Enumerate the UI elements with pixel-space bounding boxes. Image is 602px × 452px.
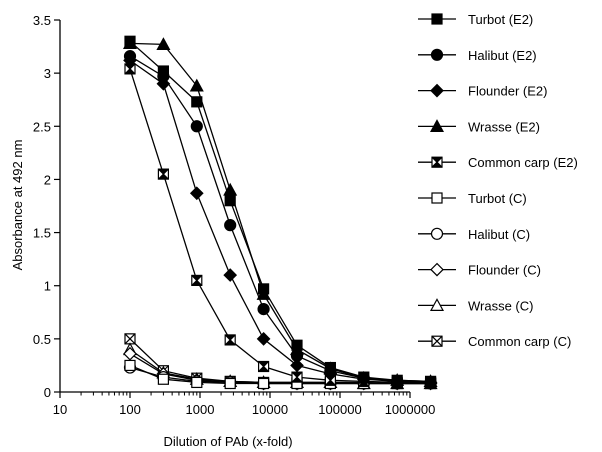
legend-label: Turbot (E2): [468, 12, 533, 27]
data-point-turbot-e2: [257, 283, 270, 295]
legend-item-common-carp-e2: Common carp (E2): [418, 155, 578, 170]
legend-marker: [431, 335, 443, 347]
legend-marker: [430, 227, 444, 240]
legend-item-common-carp-c: Common carp (C): [418, 334, 571, 349]
series-line-flounder-e2: [129, 59, 431, 384]
legend-label: Turbot (C): [468, 191, 527, 206]
legend-item-turbot-e2: Turbot (E2): [418, 12, 533, 27]
data-point-turbot-e2: [157, 65, 169, 77]
series-line-turbot-e2: [129, 40, 431, 383]
data-point-common-carp-e2: [257, 360, 270, 373]
legend-item-wrasse-c: Wrasse (C): [418, 298, 533, 313]
data-point-turbot-e2: [291, 339, 303, 351]
data-point-flounder-e2: [223, 268, 238, 282]
data-point-turbot-c: [157, 373, 169, 385]
legend-item-halibut-c: Halibut (C): [418, 227, 530, 242]
data-point-flounder-e2: [189, 186, 204, 201]
data-point-common-carp-e2: [291, 371, 303, 383]
data-point-halibut-e2: [123, 50, 137, 63]
data-point-halibut-e2: [224, 219, 237, 232]
data-point-turbot-c: [191, 376, 203, 389]
legend-label: Halibut (C): [468, 227, 530, 242]
data-point-halibut-e2: [257, 302, 270, 316]
y-tick-label: 3: [44, 66, 51, 81]
legend-marker: [430, 83, 444, 98]
legend-marker: [430, 48, 444, 61]
x-tick-label: 1000000: [385, 402, 436, 417]
legend: Turbot (E2) Halibut (E2) Flounder (E2) Wras…: [418, 12, 578, 349]
data-point-flounder-e2: [256, 332, 271, 346]
data-point-common-carp-e2: [224, 334, 236, 346]
legend-marker: [429, 119, 445, 132]
axes: 0 0.5 1 1.5 2 2.5 3 3.5 10 100 1000 10000 100000 1000…: [33, 13, 435, 417]
legend-item-turbot-c: Turbot (C): [418, 191, 527, 206]
data-point-common-carp-e2: [191, 274, 203, 286]
legend-item-wrasse-e2: Wrasse (E2): [418, 119, 540, 134]
legend-marker: [431, 192, 443, 204]
data-point-turbot-e2: [191, 96, 203, 108]
legend-label: Flounder (E2): [468, 84, 547, 99]
y-tick-label: 0: [44, 385, 51, 400]
legend-marker: [431, 156, 443, 168]
x-tick-label: 10: [53, 402, 67, 417]
legend-label: Common carp (E2): [468, 155, 578, 170]
data-point-common-carp-e2: [157, 168, 169, 180]
data-point-turbot-e2: [424, 375, 437, 387]
y-tick-label: 2.5: [33, 119, 51, 134]
x-tick-label: 1000: [186, 402, 215, 417]
legend-item-halibut-e2: Halibut (E2): [418, 48, 537, 63]
data-point-wrasse-e2: [156, 37, 171, 51]
data-point-turbot-e2: [391, 374, 403, 386]
y-tick-label: 0.5: [33, 332, 51, 347]
data-point-turbot-c: [224, 377, 236, 390]
legend-marker: [430, 262, 444, 277]
y-axis-title: Absorbance at 492 nm: [10, 140, 25, 271]
data-point-flounder-c: [123, 346, 137, 361]
series-line-common-carp-c: [129, 338, 431, 385]
legend-label: Wrasse (E2): [468, 119, 540, 134]
series-layer: [122, 35, 438, 391]
data-point-flounder-e2: [290, 358, 304, 373]
legend-marker: [431, 13, 443, 25]
series-line-halibut-e2: [129, 55, 431, 384]
data-point-turbot-e2: [124, 35, 136, 47]
series-line-turbot-c: [129, 364, 431, 385]
series-line-common-carp-e2: [129, 68, 431, 384]
y-tick-label: 1: [44, 279, 51, 294]
data-point-turbot-e2: [324, 361, 336, 374]
legend-item-flounder-c: Flounder (C): [418, 263, 541, 278]
legend-marker: [429, 298, 445, 311]
x-tick-label: 100000: [318, 402, 361, 417]
legend-label: Halibut (E2): [468, 48, 537, 63]
legend-label: Flounder (C): [468, 263, 541, 278]
x-tick-label: 10000: [252, 402, 288, 417]
legend-label: Common carp (C): [468, 334, 571, 349]
y-tick-label: 1.5: [33, 226, 51, 241]
y-tick-label: 2: [44, 172, 51, 187]
x-tick-label: 100: [119, 402, 141, 417]
data-point-turbot-c: [257, 377, 270, 390]
x-axis-title: Dilution of PAb (x-fold): [163, 434, 292, 449]
data-point-wrasse-e2: [189, 78, 204, 92]
legend-item-flounder-e2: Flounder (E2): [418, 84, 547, 99]
legend-label: Wrasse (C): [468, 298, 533, 313]
data-point-halibut-e2: [190, 120, 203, 133]
data-point-turbot-c: [124, 359, 136, 372]
data-point-turbot-e2: [358, 371, 370, 383]
data-point-turbot-e2: [224, 195, 236, 207]
data-point-halibut-e2: [290, 349, 304, 362]
y-tick-label: 3.5: [33, 13, 51, 28]
